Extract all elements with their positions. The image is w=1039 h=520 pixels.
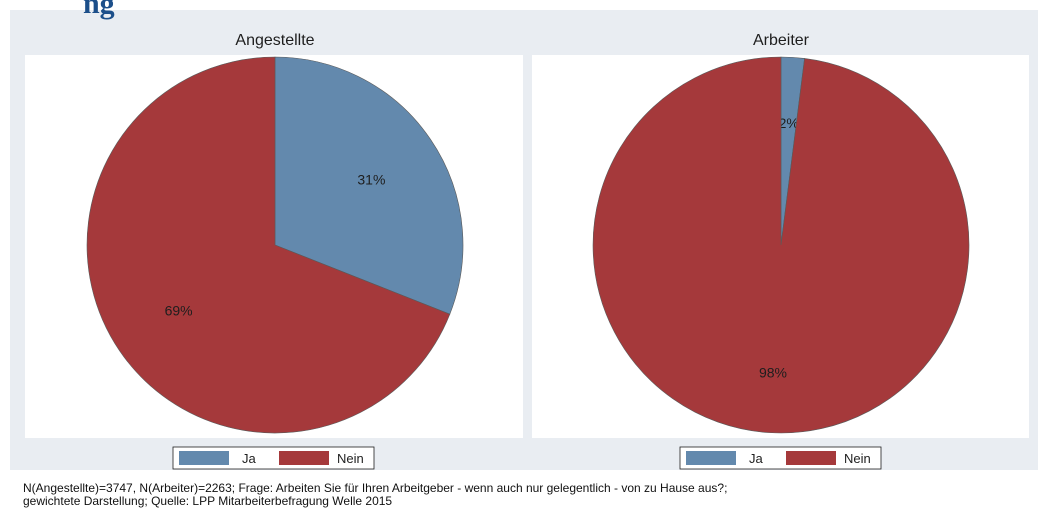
legend-label-nein: Nein [337, 451, 364, 466]
pie-slice-ja [274, 56, 464, 315]
panel-title-arbeiter: Arbeiter [753, 32, 810, 49]
legend-swatch-ja [686, 451, 736, 465]
pie-arbeiter: 2% 98% [592, 56, 970, 434]
legend-arbeiter: Ja Nein [679, 446, 882, 470]
pie-label-ja: 2% [779, 115, 799, 131]
legend-swatch-nein [786, 451, 836, 465]
pie-panel-arbeiter: Arbeiter 2% 98% Ja Nein [532, 32, 1029, 470]
legend-label-ja: Ja [749, 451, 764, 466]
legend-label-nein: Nein [844, 451, 871, 466]
headline-fragment: ng [83, 0, 115, 20]
legend-angestellte: Ja Nein [172, 446, 375, 470]
panel-title-angestellte: Angestellte [235, 32, 314, 49]
footnote-line-2: gewichtete Darstellung; Quelle: LPP Mita… [23, 494, 392, 508]
pie-panel-angestellte: Angestellte 31% 69% Ja Nein [25, 32, 523, 470]
pie-label-ja: 31% [357, 172, 385, 188]
pie-label-nein: 98% [759, 365, 787, 381]
footnote-line-1: N(Angestellte)=3747, N(Arbeiter)=2263; F… [23, 481, 727, 495]
pie-slice-nein [86, 56, 451, 434]
pie-angestellte: 31% 69% [86, 56, 464, 434]
legend-swatch-ja [179, 451, 229, 465]
pie-label-nein: 69% [165, 303, 193, 319]
legend-swatch-nein [279, 451, 329, 465]
pie-slice-nein [592, 56, 970, 434]
legend-label-ja: Ja [242, 451, 257, 466]
